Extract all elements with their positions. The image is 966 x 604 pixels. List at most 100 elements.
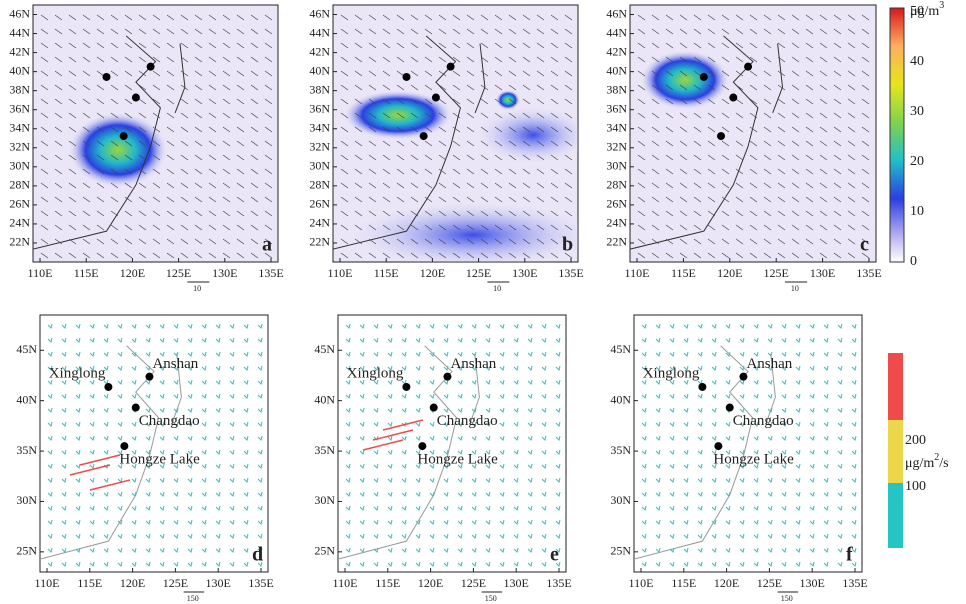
flux-vector: [229, 407, 235, 413]
flux-vector: [513, 463, 519, 469]
wind-vector: [791, 238, 800, 245]
flux-vector: [345, 505, 351, 511]
flux-vector: [725, 323, 731, 329]
flux-vector: [697, 393, 703, 399]
wind-vector: [396, 28, 405, 35]
flux-vector: [809, 547, 815, 553]
wind-vector: [749, 252, 758, 259]
flux-vector: [415, 561, 421, 567]
wind-vector: [564, 182, 573, 189]
flux-vector: [359, 463, 365, 469]
lat-label: 34N: [309, 120, 330, 134]
map-content: [33, 14, 273, 259]
flux-vector: [739, 547, 745, 553]
wind-vector: [138, 252, 147, 259]
wind-vector: [152, 126, 161, 133]
wind-vector: [805, 28, 814, 35]
flux-vector: [513, 561, 519, 567]
flux-vector: [75, 337, 81, 343]
wind-vector: [68, 98, 77, 105]
colorbar-segment: [888, 483, 903, 548]
wind-vector: [152, 210, 161, 217]
wind-vector: [480, 70, 489, 77]
wind-vector: [54, 196, 63, 203]
wind-vector: [721, 70, 730, 77]
station-dot: [102, 72, 111, 81]
flux-vector: [541, 393, 547, 399]
lon-label: 120E: [717, 266, 742, 280]
flux-vector: [499, 533, 505, 539]
wind-vector: [522, 28, 531, 35]
flux-vector: [809, 379, 815, 385]
wind-vector: [665, 140, 674, 147]
flux-vector: [837, 477, 843, 483]
flux-vector: [387, 463, 393, 469]
flux-vector: [499, 477, 505, 483]
wind-vector: [40, 168, 49, 175]
wind-vector: [222, 84, 231, 91]
flux-vector: [513, 477, 519, 483]
flux-vector: [471, 351, 477, 357]
wind-vector: [665, 238, 674, 245]
flux-vector: [809, 337, 815, 343]
wind-vector: [494, 112, 503, 119]
flux-vector: [711, 519, 717, 525]
flux-vector: [201, 505, 207, 511]
wind-vector: [508, 14, 517, 21]
wind-vector: [847, 252, 856, 259]
wind-vector: [763, 168, 772, 175]
lon-label: 125E: [461, 576, 486, 590]
wind-vector: [819, 238, 828, 245]
flux-vector: [837, 407, 843, 413]
wind-vector: [166, 126, 175, 133]
flux-vector: [159, 435, 165, 441]
wind-vector: [480, 238, 489, 245]
lat-label: 26N: [9, 197, 30, 211]
wind-vector: [138, 196, 147, 203]
lat-label: 24N: [9, 216, 30, 230]
flux-vector: [711, 365, 717, 371]
wind-vector: [466, 70, 475, 77]
wind-vector: [96, 140, 105, 147]
wind-vector: [250, 112, 259, 119]
wind-vector: [438, 28, 447, 35]
wind-vector: [166, 98, 175, 105]
wind-vector: [96, 126, 105, 133]
wind-vector: [250, 84, 259, 91]
wind-vector: [354, 182, 363, 189]
wind-vector: [763, 84, 772, 91]
wind-vector: [82, 112, 91, 119]
wind-vector: [194, 14, 203, 21]
flux-vector: [767, 449, 773, 455]
flux-vector: [373, 547, 379, 553]
wind-vector: [763, 182, 772, 189]
wind-vector: [424, 154, 433, 161]
wind-vector: [693, 210, 702, 217]
lat-label: 35N: [16, 443, 37, 457]
pollution-haze: [473, 105, 578, 165]
flux-vector: [145, 491, 151, 497]
flux-vector: [359, 407, 365, 413]
flux-vector: [89, 351, 95, 357]
wind-vector: [833, 56, 842, 63]
flux-vector: [201, 365, 207, 371]
coastline: [474, 43, 486, 114]
flux-vector: [257, 449, 263, 455]
wind-vector: [82, 224, 91, 231]
flux-vector: [683, 519, 689, 525]
flux-vector: [243, 323, 249, 329]
wind-vector: [564, 154, 573, 161]
flux-vector: [103, 393, 109, 399]
map-content: [338, 323, 561, 567]
flux-vector: [851, 323, 857, 329]
flux-vector: [725, 435, 731, 441]
lon-label: 130E: [212, 266, 237, 280]
flux-vector: [541, 323, 547, 329]
flux-vector: [711, 449, 717, 455]
flux-vector: [739, 379, 745, 385]
flux-vector: [89, 323, 95, 329]
flux-vector: [809, 561, 815, 567]
flux-vector: [215, 533, 221, 539]
wind-vector: [124, 168, 133, 175]
wind-vector: [396, 182, 405, 189]
